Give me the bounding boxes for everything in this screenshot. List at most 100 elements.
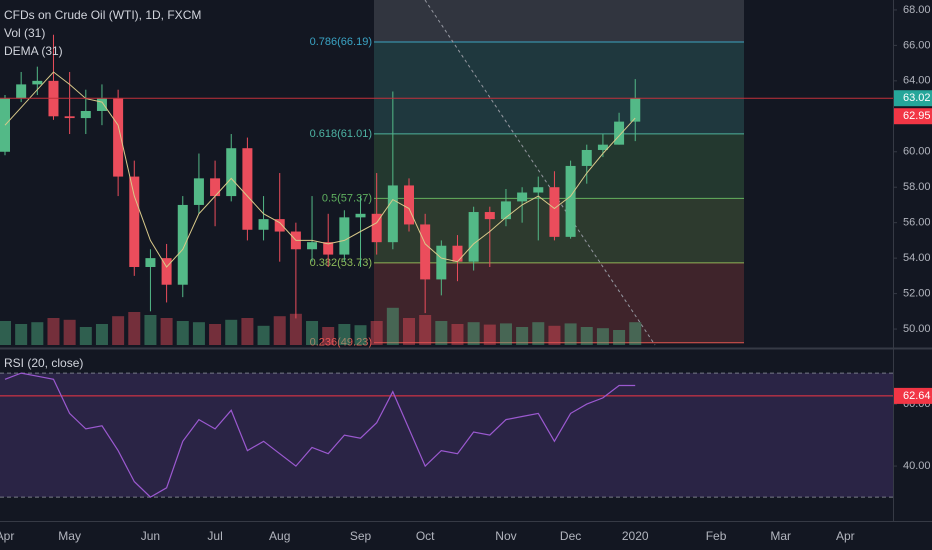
axes: 50.0052.0054.0056.0058.0060.0062.0064.00… xyxy=(0,4,932,543)
candle-body xyxy=(339,217,350,255)
candle-body xyxy=(242,148,253,230)
candle-body xyxy=(64,116,75,119)
candle-body xyxy=(129,176,140,267)
y-tick-label: 64.00 xyxy=(903,75,931,87)
volume-bar xyxy=(225,319,238,345)
volume-legend: Vol (31) xyxy=(4,26,45,40)
volume-bar xyxy=(95,324,108,345)
candle-body xyxy=(32,80,43,85)
price-label-box xyxy=(894,108,932,125)
dema-line xyxy=(4,71,636,268)
y-tick-label: 52.00 xyxy=(903,287,931,299)
candle-body xyxy=(258,219,269,230)
y-tick-label: 58.00 xyxy=(903,181,931,193)
volume-bar xyxy=(629,322,642,345)
candles xyxy=(0,34,641,319)
volume-bar xyxy=(451,324,464,345)
candle-body xyxy=(517,192,528,202)
volume-bar xyxy=(435,321,448,345)
fib-zone xyxy=(374,42,744,134)
x-tick-label: Mar xyxy=(770,529,791,543)
candle-body xyxy=(145,258,156,267)
volume-bar xyxy=(499,323,512,345)
candle-body xyxy=(387,185,398,243)
rsi-last-label: 62.64 xyxy=(903,390,931,402)
candle-body xyxy=(533,187,544,193)
volume-bar xyxy=(548,325,561,345)
volume-bar xyxy=(467,322,480,345)
candle-body xyxy=(484,212,495,220)
candle-body xyxy=(436,245,447,280)
volume xyxy=(0,307,642,345)
candle-body xyxy=(500,201,511,220)
rsi-tick-label: 40.00 xyxy=(903,460,931,472)
x-tick-label: Apr xyxy=(0,529,14,543)
candle-body xyxy=(226,148,237,197)
candle-body xyxy=(630,98,641,122)
volume-bar xyxy=(79,327,92,345)
fib-zone xyxy=(374,0,744,43)
volume-bar xyxy=(15,324,28,345)
volume-bar xyxy=(160,318,173,345)
rsi-band xyxy=(0,373,893,498)
candle-body xyxy=(80,110,91,119)
x-tick-label: Aug xyxy=(269,529,290,543)
fib-label: 0.786(66.19) xyxy=(310,36,372,48)
rsi-line xyxy=(4,372,636,498)
candle-body xyxy=(323,242,334,255)
fib-label: 0.382(53.73) xyxy=(310,257,372,269)
dema-legend: DEMA (31) xyxy=(4,44,63,58)
volume-bar xyxy=(273,316,286,345)
volume-bar xyxy=(613,330,626,345)
candle-body xyxy=(468,212,479,262)
volume-bar xyxy=(128,312,141,345)
volume-bar xyxy=(354,325,367,345)
volume-bar xyxy=(419,315,432,345)
x-tick-label: Oct xyxy=(416,529,435,543)
volume-bar xyxy=(0,321,11,345)
candle-body xyxy=(565,165,576,237)
volume-bar xyxy=(386,307,399,345)
candle-body xyxy=(371,213,382,243)
volume-bar xyxy=(144,315,157,345)
fib-retracement: 0.786(66.19) 0.618(61.01) 0.5(57.37) 0.382(… xyxy=(310,0,744,349)
volume-bar xyxy=(209,324,222,345)
x-tick-label: Nov xyxy=(495,529,516,543)
fib-label: 0.5(57.37) xyxy=(322,192,372,204)
volume-bar xyxy=(532,322,545,345)
volume-bar xyxy=(257,325,270,345)
volume-bar xyxy=(47,318,60,345)
y-tick-label: 54.00 xyxy=(903,252,931,264)
volume-bar xyxy=(403,318,415,345)
candle-body xyxy=(597,144,608,150)
candle-body xyxy=(420,224,431,280)
fib-label: 0.236(49.23) xyxy=(310,337,372,349)
candle-body xyxy=(161,258,172,285)
volume-bar xyxy=(192,322,205,345)
chart-title: CFDs on Crude Oil (WTI), 1D, FXCM xyxy=(4,8,201,22)
overlays xyxy=(0,71,893,268)
volume-bar xyxy=(112,316,125,345)
fib-label: 0.618(61.01) xyxy=(310,128,372,140)
volume-bar xyxy=(483,324,496,345)
rsi-last-box xyxy=(894,387,932,404)
volume-bar xyxy=(289,313,302,345)
rsi-pane xyxy=(0,372,893,498)
volume-bar xyxy=(516,327,529,345)
candle-body xyxy=(16,84,27,99)
volume-bar xyxy=(31,322,44,345)
candle-body xyxy=(96,98,107,111)
volume-bar xyxy=(580,327,593,345)
candle-body xyxy=(307,242,318,250)
price-label: 63.02 xyxy=(903,92,931,104)
y-tick-label: 66.00 xyxy=(903,39,931,51)
x-tick-label: May xyxy=(58,529,81,543)
volume-bar xyxy=(596,328,609,345)
candle-body xyxy=(210,178,221,197)
fib-zone xyxy=(374,262,744,343)
x-tick-label: Apr xyxy=(836,529,855,543)
volume-bar xyxy=(241,318,254,345)
candle-body xyxy=(193,178,204,205)
